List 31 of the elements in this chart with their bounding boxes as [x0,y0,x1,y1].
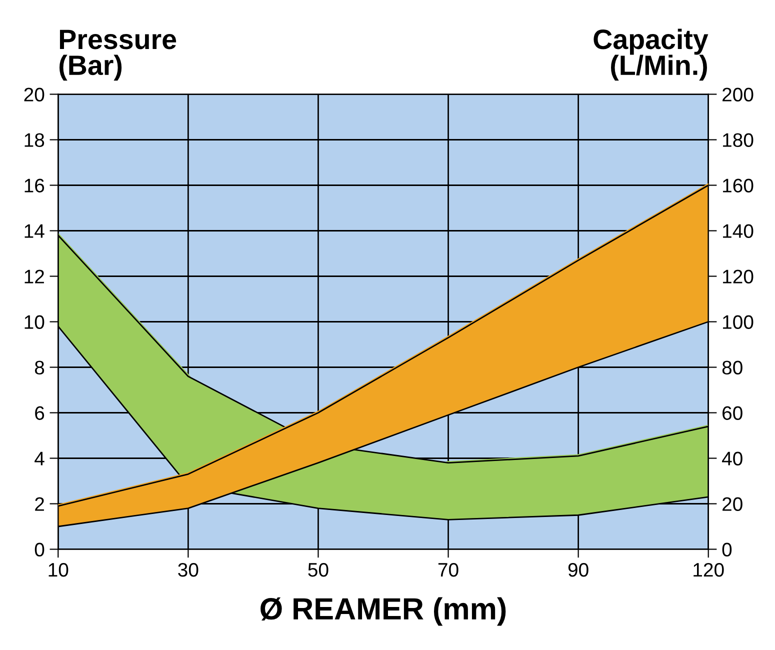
x-tick-label: 10 [48,562,68,577]
y2-tick-label: 0 [722,542,732,556]
x-axis-title: Ø REAMER (mm) [260,597,506,626]
y-tick-label: 0 [34,542,44,556]
y2-tick-label: 80 [722,360,742,374]
x-tick-label: 30 [178,562,198,577]
y-axis-title: Pressure (Bar) [60,30,176,81]
x-tick-label: 90 [568,562,588,577]
y-tick-label: 16 [24,178,44,192]
y2-axis-title: Capacity (L/Min.) [594,28,708,81]
y-tick-label: 18 [24,133,44,147]
y2-tick-label: 180 [723,133,754,147]
y2-tick-label: 200 [722,88,754,102]
x-tick-label: 70 [438,562,458,577]
y-tick-label: 8 [34,360,44,374]
y2-tick-label: 40 [722,452,742,466]
y-tick-label: 12 [24,270,44,284]
y-tick-label: 4 [34,452,44,466]
y2-tick-label: 120 [723,270,754,284]
y-tick-label: 14 [24,224,44,238]
y2-tick-label: 100 [723,315,754,329]
y2-tick-label: 20 [722,497,742,511]
y-tick-label: 2 [35,497,44,511]
y-tick-label: 20 [24,88,44,102]
x-tick-label: 120 [694,562,724,577]
y-tick-label: 6 [35,406,44,420]
x-tick-label: 50 [308,562,328,577]
y2-tick-label: 140 [723,224,754,238]
y2-tick-label: 60 [722,406,742,420]
y2-tick-label: 160 [723,178,754,192]
y-tick-label: 10 [24,315,44,329]
